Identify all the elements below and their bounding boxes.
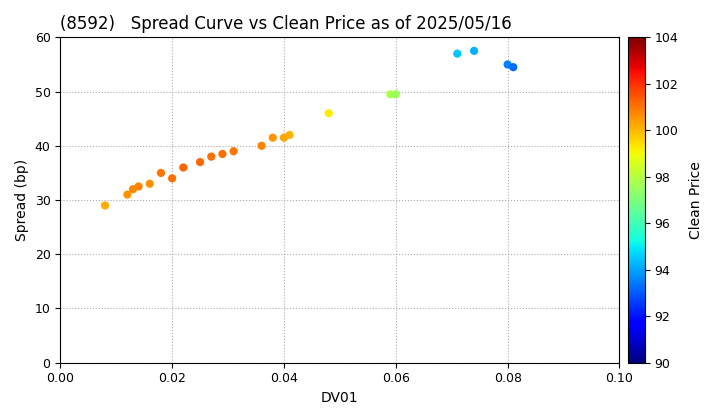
Point bbox=[132, 183, 144, 190]
Point bbox=[390, 91, 402, 97]
Point bbox=[194, 159, 206, 165]
Point bbox=[256, 142, 267, 149]
Point bbox=[468, 47, 480, 54]
Point bbox=[166, 175, 178, 182]
Point bbox=[178, 164, 189, 171]
Point bbox=[205, 153, 217, 160]
Point bbox=[451, 50, 463, 57]
Point bbox=[284, 131, 295, 138]
Point bbox=[278, 134, 289, 141]
Y-axis label: Clean Price: Clean Price bbox=[689, 161, 703, 239]
Point bbox=[502, 61, 513, 68]
Point bbox=[323, 110, 335, 117]
Text: (8592)   Spread Curve vs Clean Price as of 2025/05/16: (8592) Spread Curve vs Clean Price as of… bbox=[60, 15, 512, 33]
Point bbox=[228, 148, 239, 155]
Point bbox=[127, 186, 139, 192]
Point bbox=[217, 151, 228, 158]
Point bbox=[144, 181, 156, 187]
Point bbox=[508, 64, 519, 71]
Point bbox=[156, 170, 167, 176]
Point bbox=[384, 91, 396, 97]
Point bbox=[267, 134, 279, 141]
Point bbox=[99, 202, 111, 209]
Y-axis label: Spread (bp): Spread (bp) bbox=[15, 159, 29, 241]
Point bbox=[122, 191, 133, 198]
X-axis label: DV01: DV01 bbox=[321, 391, 359, 405]
